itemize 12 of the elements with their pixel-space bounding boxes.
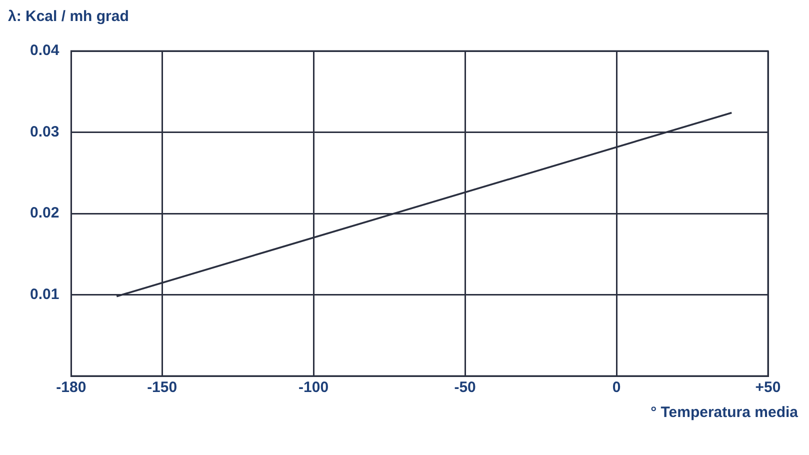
y-tick-label: 0.04: [30, 42, 60, 60]
x-tick-label: 0: [612, 379, 621, 396]
x-axis-title: ° Temperatura media: [650, 404, 798, 421]
x-tick-label: +50: [755, 379, 781, 396]
x-tick-label: -180: [56, 379, 86, 396]
y-tick-label: 0.02: [30, 204, 60, 222]
y-axis-title: λ: Kcal / mh grad: [8, 8, 130, 27]
x-tick-label: -100: [298, 379, 329, 396]
y-tick-label: 0.03: [30, 123, 60, 140]
x-tick-label: -50: [454, 379, 476, 396]
y-tick-label: 0.01: [30, 286, 60, 303]
x-tick-label: -150: [147, 379, 178, 396]
